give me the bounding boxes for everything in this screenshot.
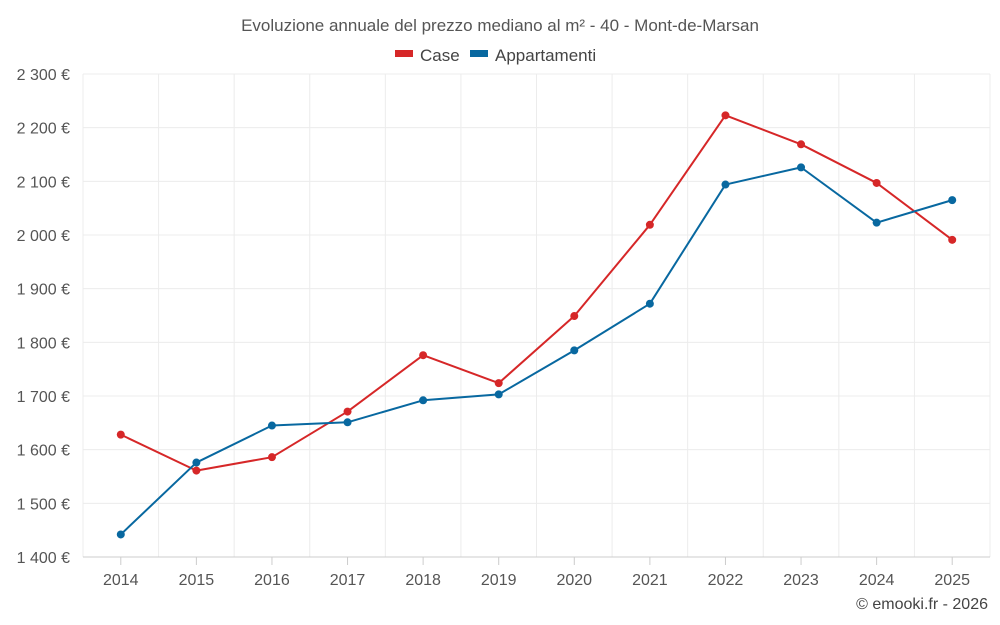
legend-swatch — [470, 50, 488, 57]
data-point-case[interactable] — [948, 235, 957, 244]
data-point-appartamenti[interactable] — [419, 396, 428, 405]
series-line-appartamenti — [120, 166, 953, 536]
legend-label: Case — [420, 46, 460, 65]
data-point-case[interactable] — [721, 111, 730, 120]
y-tick-label: 1 800 € — [17, 335, 70, 352]
x-axis: 2014 2015 2016 2017 2018 2019 2020 2021 2022 2023… — [83, 556, 990, 589]
legend: Case Appartamenti — [395, 46, 596, 65]
legend-swatch — [395, 50, 413, 57]
y-tick-label: 2 100 € — [17, 174, 70, 191]
data-point-case[interactable] — [645, 220, 654, 229]
x-tick-label: 2023 — [783, 572, 819, 589]
x-tick-label: 2022 — [708, 572, 744, 589]
data-point-case[interactable] — [570, 312, 579, 321]
data-point-appartamenti[interactable] — [343, 418, 352, 427]
data-point-appartamenti[interactable] — [872, 218, 881, 227]
x-tick-label: 2019 — [481, 572, 517, 589]
data-point-case[interactable] — [797, 140, 806, 149]
data-point-case[interactable] — [343, 407, 352, 416]
grid-lines — [82, 73, 991, 557]
y-tick-label: 1 600 € — [17, 443, 70, 460]
data-point-appartamenti[interactable] — [645, 299, 654, 308]
y-axis: 1 400 € 1 500 € 1 600 € 1 700 € 1 800 € 1 900… — [17, 67, 70, 567]
x-tick-label: 2015 — [179, 572, 215, 589]
x-tick-label: 2014 — [103, 572, 139, 589]
y-tick-label: 2 000 € — [17, 228, 70, 245]
x-tick-label: 2025 — [934, 572, 970, 589]
legend-label: Appartamenti — [495, 46, 596, 65]
data-point-case[interactable] — [872, 178, 881, 187]
x-tick-label: 2017 — [330, 572, 366, 589]
legend-item-case[interactable]: Case — [395, 46, 460, 65]
data-point-appartamenti[interactable] — [570, 346, 579, 355]
series-line-case — [120, 114, 953, 472]
data-point-appartamenti[interactable] — [797, 163, 806, 172]
chart-title: Evoluzione annuale del prezzo mediano al… — [241, 16, 759, 35]
y-tick-label: 1 900 € — [17, 282, 70, 299]
series-appartamenti — [116, 163, 957, 539]
data-point-appartamenti[interactable] — [721, 180, 730, 189]
legend-item-appartamenti[interactable]: Appartamenti — [470, 46, 596, 65]
data-point-case[interactable] — [419, 351, 428, 360]
data-point-case[interactable] — [267, 453, 276, 462]
x-tick-label: 2021 — [632, 572, 668, 589]
data-point-appartamenti[interactable] — [192, 458, 201, 467]
data-point-appartamenti[interactable] — [116, 530, 125, 539]
series-layer — [116, 111, 957, 539]
x-tick-label: 2016 — [254, 572, 290, 589]
series-case — [116, 111, 957, 475]
y-tick-label: 1 400 € — [17, 550, 70, 567]
data-point-case[interactable] — [116, 430, 125, 439]
x-tick-label: 2018 — [405, 572, 441, 589]
x-tick-label: 2024 — [859, 572, 895, 589]
y-tick-label: 2 200 € — [17, 121, 70, 138]
y-tick-label: 2 300 € — [17, 67, 70, 84]
y-tick-label: 1 500 € — [17, 496, 70, 513]
data-point-appartamenti[interactable] — [267, 421, 276, 430]
data-point-appartamenti[interactable] — [494, 390, 503, 399]
x-tick-label: 2020 — [556, 572, 592, 589]
credit-text: © emooki.fr - 2026 — [856, 596, 988, 613]
data-point-case[interactable] — [494, 379, 503, 388]
data-point-appartamenti[interactable] — [948, 196, 957, 205]
data-point-case[interactable] — [192, 466, 201, 475]
y-tick-label: 1 700 € — [17, 389, 70, 406]
